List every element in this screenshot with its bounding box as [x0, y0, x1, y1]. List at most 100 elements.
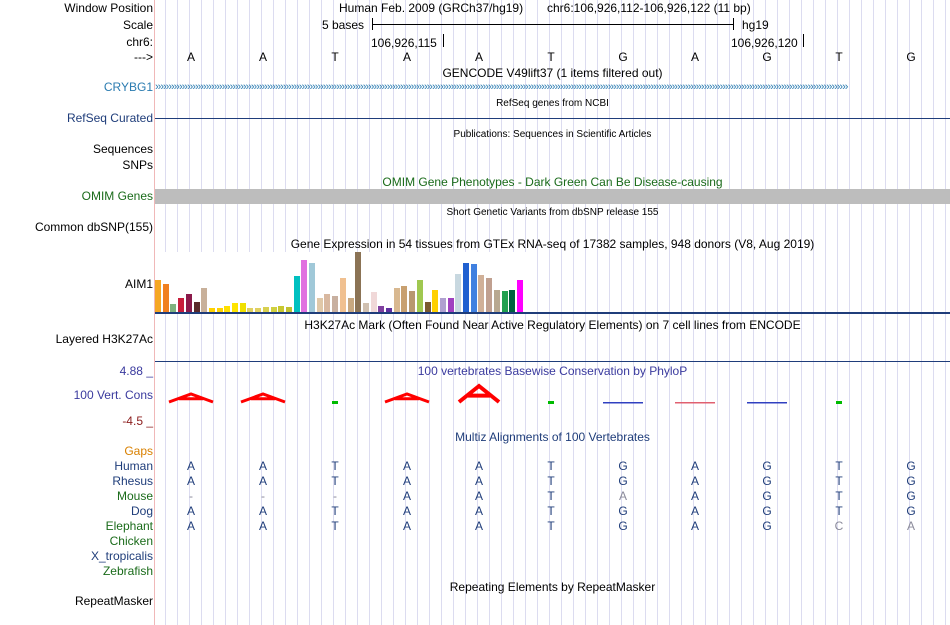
gtex-bar-chart[interactable] [155, 252, 535, 313]
track-label-crybg1[interactable]: CRYBG1 [103, 80, 153, 94]
phylop-title: 100 vertebrates Basewise Conservation by… [417, 364, 688, 378]
species-label[interactable]: Human [114, 459, 153, 473]
gtex-tissue-bar[interactable] [416, 280, 423, 312]
gtex-tissue-bar[interactable] [309, 263, 315, 312]
alignment-base: A [402, 474, 411, 488]
gtex-tissue-bar[interactable] [355, 252, 362, 312]
gtex-tissue-bar[interactable] [439, 298, 446, 312]
species-label[interactable]: X_tropicalis [90, 549, 153, 563]
gtex-tissue-bar[interactable] [224, 306, 231, 312]
alignment-base: A [186, 504, 195, 518]
omim-feature-bar[interactable] [155, 189, 950, 204]
alignment-base: T [547, 489, 555, 503]
phylop-dash-mark [836, 401, 842, 404]
gtex-tissue-bar[interactable] [362, 303, 369, 312]
track-label-phylop[interactable]: 100 Vert. Cons [73, 388, 153, 402]
browser-image[interactable]: Human Feb. 2009 (GRCh37/hg19) chr6:106,9… [155, 0, 950, 625]
gtex-tissue-bar[interactable] [501, 291, 508, 312]
window-position-label: Window Position [64, 1, 153, 15]
gtex-tissue-bar[interactable] [463, 263, 469, 312]
gtex-tissue-bar[interactable] [332, 296, 339, 312]
gtex-tissue-bar[interactable] [493, 290, 500, 312]
gtex-tissue-bar[interactable] [232, 303, 238, 312]
gtex-tissue-bar[interactable] [386, 308, 392, 312]
alignment-base: T [331, 459, 339, 473]
gtex-tissue-bar[interactable] [378, 306, 385, 312]
gtex-tissue-bar[interactable] [516, 280, 523, 312]
alignment-base: A [402, 489, 411, 503]
gtex-tissue-bar[interactable] [193, 302, 200, 312]
track-label-dbsnp[interactable]: Common dbSNP(155) [34, 220, 153, 234]
alignment-base: A [258, 459, 267, 473]
alignment-base: G [618, 459, 628, 473]
track-label-gaps[interactable]: Gaps [124, 444, 153, 458]
gtex-tissue-bar[interactable] [208, 308, 215, 312]
gtex-tissue-bar[interactable] [347, 298, 354, 312]
species-label[interactable]: Zebrafish [102, 564, 153, 578]
alignment-base: A [186, 474, 195, 488]
scale-bar-tick-left [372, 18, 373, 30]
scale-bar [372, 24, 734, 25]
species-label[interactable]: Mouse [116, 489, 153, 503]
gtex-tissue-bar[interactable] [486, 278, 493, 312]
coord-left: 106,926,115 [371, 36, 437, 50]
species-label[interactable]: Dog [130, 504, 153, 518]
gtex-tissue-bar[interactable] [470, 264, 477, 312]
gtex-tissue-bar[interactable] [293, 276, 300, 312]
phylop-plot[interactable] [155, 380, 950, 410]
gtex-tissue-bar[interactable] [370, 292, 377, 312]
track-label-omim[interactable]: OMIM Genes [81, 189, 153, 203]
gtex-tissue-bar[interactable] [339, 278, 346, 312]
crybg1-gene-feature[interactable]: ››››››››››››››››››››››››››››››››››››››››… [155, 81, 848, 93]
publications-title: Publications: Sequences in Scientific Ar… [453, 129, 652, 140]
base-letter: T [547, 50, 555, 64]
alignment-base: G [618, 519, 628, 533]
gtex-tissue-bar[interactable] [447, 298, 454, 312]
species-label[interactable]: Rhesus [112, 474, 153, 488]
base-letter: G [906, 50, 916, 64]
gtex-tissue-bar[interactable] [170, 304, 177, 312]
gtex-tissue-bar[interactable] [155, 280, 161, 312]
track-label-refseq[interactable]: RefSeq Curated [66, 111, 153, 125]
phylop-flat-mark [675, 402, 715, 404]
track-label-repeatmasker[interactable]: RepeatMasker [74, 594, 153, 608]
gtex-tissue-bar[interactable] [424, 302, 431, 312]
track-label-sequences[interactable]: Sequences [92, 142, 153, 156]
track-label-gtex[interactable]: AIM1 [124, 277, 153, 291]
species-label[interactable]: Elephant [105, 519, 153, 533]
alignment-base: T [835, 489, 843, 503]
gtex-tissue-bar[interactable] [478, 275, 485, 312]
phylop-dash-mark [548, 401, 554, 404]
gtex-tissue-bar[interactable] [247, 308, 254, 312]
gtex-tissue-bar[interactable] [270, 307, 277, 312]
gtex-tissue-bar[interactable] [509, 290, 516, 312]
refseq-gene-line[interactable] [155, 118, 950, 119]
gtex-tissue-bar[interactable] [216, 308, 223, 312]
gtex-tissue-bar[interactable] [432, 290, 439, 312]
gtex-tissue-bar[interactable] [301, 260, 308, 312]
alignment-base: A [474, 459, 483, 473]
gtex-tissue-bar[interactable] [285, 307, 292, 312]
gtex-tissue-bar[interactable] [409, 291, 416, 312]
alignment-base: A [690, 474, 699, 488]
base-letter: A [690, 50, 699, 64]
gtex-tissue-bar[interactable] [324, 294, 331, 312]
gtex-tissue-bar[interactable] [393, 288, 400, 312]
gtex-tissue-bar[interactable] [201, 288, 208, 312]
h3k27ac-title: H3K27Ac Mark (Often Found Near Active Re… [304, 318, 801, 332]
gtex-tissue-bar[interactable] [455, 274, 462, 312]
species-label[interactable]: Chicken [109, 534, 153, 548]
gtex-tissue-bar[interactable] [255, 308, 262, 312]
gtex-tissue-bar[interactable] [262, 307, 269, 312]
track-label-snps[interactable]: SNPs [122, 158, 153, 172]
gtex-tissue-bar[interactable] [162, 284, 169, 312]
gtex-tissue-bar[interactable] [316, 298, 323, 312]
gtex-tissue-bar[interactable] [401, 286, 408, 312]
track-label-h3k27ac[interactable]: Layered H3K27Ac [55, 332, 153, 346]
strand-arrow-label: ---> [134, 50, 153, 64]
gtex-tissue-bar[interactable] [239, 303, 246, 312]
alignment-base: A [690, 459, 699, 473]
gtex-tissue-bar[interactable] [185, 294, 192, 312]
gtex-tissue-bar[interactable] [278, 306, 285, 312]
gtex-tissue-bar[interactable] [178, 298, 185, 312]
